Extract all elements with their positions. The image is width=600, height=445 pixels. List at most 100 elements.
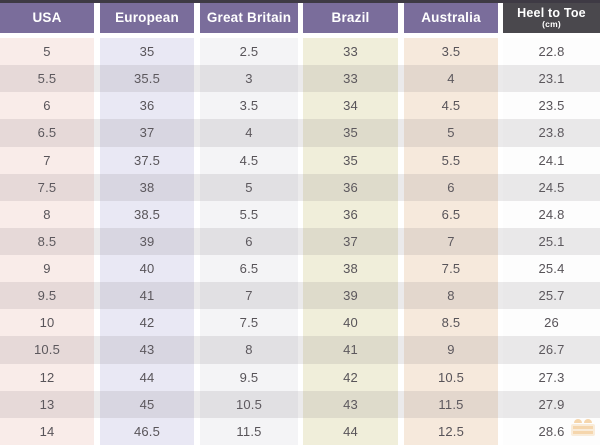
- table-cell: 38: [100, 173, 194, 201]
- table-cell: 35: [100, 38, 194, 66]
- table-cell: 38: [303, 255, 398, 283]
- store-basket-icon: [571, 419, 595, 436]
- table-cell: 26: [503, 309, 600, 337]
- table-cell: 34: [303, 92, 398, 120]
- table-cell: 9: [0, 255, 94, 283]
- table-cell: 6: [200, 227, 298, 255]
- table-cell: 7.5: [200, 309, 298, 337]
- table-cell: 14: [0, 417, 94, 445]
- table-cell: 3: [200, 65, 298, 93]
- table-cell: 2.5: [200, 38, 298, 66]
- table-cell: 9.5: [0, 282, 94, 310]
- table-cell: 43: [100, 336, 194, 364]
- table-cell: 36: [303, 173, 398, 201]
- table-cell: 25.1: [503, 227, 600, 255]
- table-cell: 5: [200, 173, 298, 201]
- column-header-usa: USA: [0, 3, 94, 33]
- table-cell: 41: [303, 336, 398, 364]
- table-row: 13 45 10.5 43 11.5 27.9: [0, 390, 600, 418]
- table-cell: 10: [0, 309, 94, 337]
- table-cell: 37: [303, 227, 398, 255]
- table-cell: 6: [0, 92, 94, 120]
- table-cell: 8: [200, 336, 298, 364]
- table-row: 6 36 3.5 34 4.5 23.5: [0, 92, 600, 120]
- table-cell: 7: [404, 227, 498, 255]
- column-header-european: European: [100, 3, 194, 33]
- size-conversion-table-body: 5 35 2.5 33 3.5 22.8 5.5 35.5 3 33 4 23.1 6 36 3.5 34 4.…: [0, 38, 600, 445]
- table-row: 10.5 43 8 41 9 26.7: [0, 336, 600, 364]
- table-cell: 5: [0, 38, 94, 66]
- table-cell: 23.8: [503, 119, 600, 147]
- table-cell: 33: [303, 38, 398, 66]
- table-cell: 8.5: [0, 227, 94, 255]
- table-cell: 5.5: [404, 146, 498, 174]
- table-cell: 44: [100, 363, 194, 391]
- table-cell: 42: [303, 363, 398, 391]
- table-cell: 45: [100, 390, 194, 418]
- table-cell: 35: [303, 146, 398, 174]
- table-cell: 4.5: [200, 146, 298, 174]
- column-header-label: Australia: [421, 9, 481, 25]
- column-header-label: European: [115, 9, 179, 25]
- top-border-strip: [0, 0, 600, 3]
- table-cell: 9.5: [200, 363, 298, 391]
- table-cell: 5: [404, 119, 498, 147]
- table-cell: 12: [0, 363, 94, 391]
- table-cell: 36: [100, 92, 194, 120]
- table-cell: 37.5: [100, 146, 194, 174]
- table-cell: 41: [100, 282, 194, 310]
- table-cell: 35: [303, 119, 398, 147]
- table-row: 12 44 9.5 42 10.5 27.3: [0, 363, 600, 391]
- table-cell: 6.5: [0, 119, 94, 147]
- table-cell: 33: [303, 65, 398, 93]
- table-cell: 12.5: [404, 417, 498, 445]
- table-cell: 24.8: [503, 200, 600, 228]
- table-cell: 7: [0, 146, 94, 174]
- table-cell: 39: [303, 282, 398, 310]
- table-cell: 7.5: [404, 255, 498, 283]
- table-cell: 9: [404, 336, 498, 364]
- table-cell: 4: [200, 119, 298, 147]
- table-cell: 40: [303, 309, 398, 337]
- column-header-australia: Australia: [404, 3, 498, 33]
- column-header-unit-label: (cm): [542, 19, 561, 30]
- table-header-row: USA European Great Britain Brazil Austra…: [0, 3, 600, 38]
- column-header-label: Heel to Toe: [517, 5, 586, 20]
- table-row: 8 38.5 5.5 36 6.5 24.8: [0, 200, 600, 228]
- table-row: 9.5 41 7 39 8 25.7: [0, 282, 600, 310]
- table-cell: 7.5: [0, 173, 94, 201]
- table-cell: 10.5: [200, 390, 298, 418]
- table-cell: 27.3: [503, 363, 600, 391]
- table-row: 5 35 2.5 33 3.5 22.8: [0, 38, 600, 66]
- table-cell: 3.5: [404, 38, 498, 66]
- table-cell: 5.5: [0, 65, 94, 93]
- table-cell: 6.5: [404, 200, 498, 228]
- table-cell: 24.1: [503, 146, 600, 174]
- column-header-great-britain: Great Britain: [200, 3, 298, 33]
- column-header-label: Great Britain: [206, 9, 292, 25]
- table-cell: 43: [303, 390, 398, 418]
- table-cell: 42: [100, 309, 194, 337]
- table-cell: 6: [404, 173, 498, 201]
- table-cell: 35.5: [100, 65, 194, 93]
- table-cell: 13: [0, 390, 94, 418]
- table-cell: 7: [200, 282, 298, 310]
- table-row: 9 40 6.5 38 7.5 25.4: [0, 255, 600, 283]
- table-cell: 28.6: [503, 417, 600, 445]
- table-row: 7.5 38 5 36 6 24.5: [0, 173, 600, 201]
- table-cell: 8.5: [404, 309, 498, 337]
- table-cell: 3.5: [200, 92, 298, 120]
- table-cell: 26.7: [503, 336, 600, 364]
- table-row: 6.5 37 4 35 5 23.8: [0, 119, 600, 147]
- table-cell: 23.1: [503, 65, 600, 93]
- table-cell: 46.5: [100, 417, 194, 445]
- column-header-label: Brazil: [331, 9, 370, 25]
- table-cell: 6.5: [200, 255, 298, 283]
- table-cell: 22.8: [503, 38, 600, 66]
- table-row: 7 37.5 4.5 35 5.5 24.1: [0, 146, 600, 174]
- table-cell: 4: [404, 65, 498, 93]
- table-cell: 11.5: [200, 417, 298, 445]
- table-cell: 39: [100, 227, 194, 255]
- table-cell: 25.7: [503, 282, 600, 310]
- column-header-heel-to-toe: Heel to Toe (cm): [503, 3, 600, 33]
